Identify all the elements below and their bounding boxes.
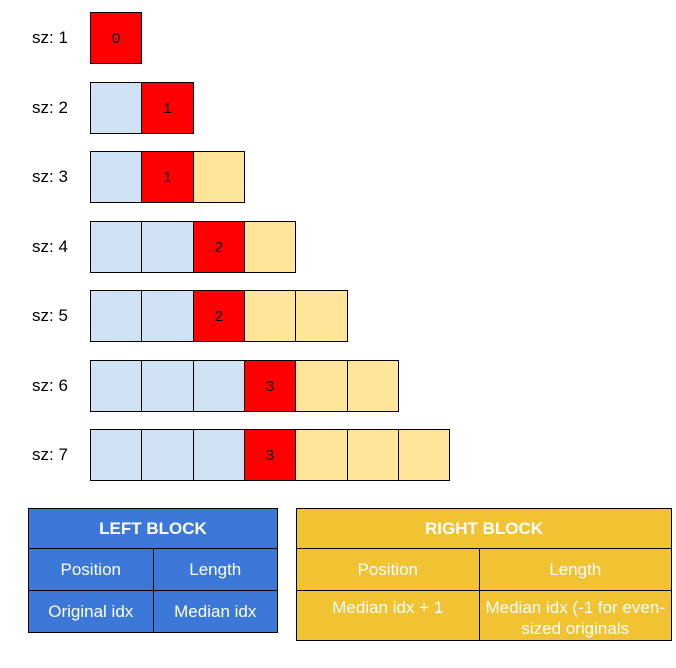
- right-block-title: RIGHT BLOCK: [296, 508, 672, 549]
- right-block-length-value: Median idx (-1 for even-sized originals: [478, 590, 672, 641]
- left-block-cell: [90, 429, 142, 481]
- right-block-table: RIGHT BLOCK Position Length Median idx +…: [296, 508, 672, 641]
- right-block-length-header: Length: [478, 548, 672, 591]
- left-block-title: LEFT BLOCK: [28, 508, 278, 549]
- left-block-cell: [193, 360, 245, 412]
- left-block-cell: [141, 221, 194, 273]
- row-size-label: sz: 5: [32, 306, 68, 325]
- right-block-position-header: Position: [296, 548, 480, 591]
- right-block-cell: [193, 151, 245, 203]
- left-block-cell: [141, 429, 194, 481]
- row-size-label: sz: 6: [32, 376, 68, 395]
- left-block-cell: [90, 221, 142, 273]
- left-block-length-header: Length: [152, 548, 279, 591]
- right-block-cell: [347, 360, 399, 412]
- row-size-label: sz: 2: [32, 98, 68, 117]
- right-block-cell: [244, 221, 296, 273]
- right-block-cell: [295, 360, 348, 412]
- left-block-cell: [141, 360, 194, 412]
- right-block-position-value: Median idx + 1: [296, 590, 480, 641]
- left-block-position-value: Original idx: [28, 590, 154, 633]
- left-block-cell: [90, 151, 142, 203]
- median-cell: 1: [141, 151, 194, 203]
- left-block-length-value: Median idx: [152, 590, 279, 633]
- right-block-cell: [295, 290, 348, 342]
- right-block-cell: [398, 429, 450, 481]
- right-block-cell: [347, 429, 399, 481]
- left-block-cell: [141, 290, 194, 342]
- left-block-cell: [193, 429, 245, 481]
- row-size-label: sz: 3: [32, 167, 68, 186]
- median-cell: 2: [193, 221, 245, 273]
- left-block-cell: [90, 290, 142, 342]
- median-cell: 1: [141, 82, 194, 134]
- left-block-cell: [90, 360, 142, 412]
- right-block-cell: [295, 429, 348, 481]
- median-cell: 3: [244, 429, 296, 481]
- median-cell: 0: [90, 12, 142, 64]
- right-block-cell: [244, 290, 296, 342]
- left-block-cell: [90, 82, 142, 134]
- median-cell: 3: [244, 360, 296, 412]
- row-size-label: sz: 1: [32, 28, 68, 47]
- row-size-label: sz: 7: [32, 445, 68, 464]
- row-size-label: sz: 4: [32, 237, 68, 256]
- median-cell: 2: [193, 290, 245, 342]
- left-block-table: LEFT BLOCK Position Length Original idx …: [28, 508, 279, 633]
- left-block-position-header: Position: [28, 548, 154, 591]
